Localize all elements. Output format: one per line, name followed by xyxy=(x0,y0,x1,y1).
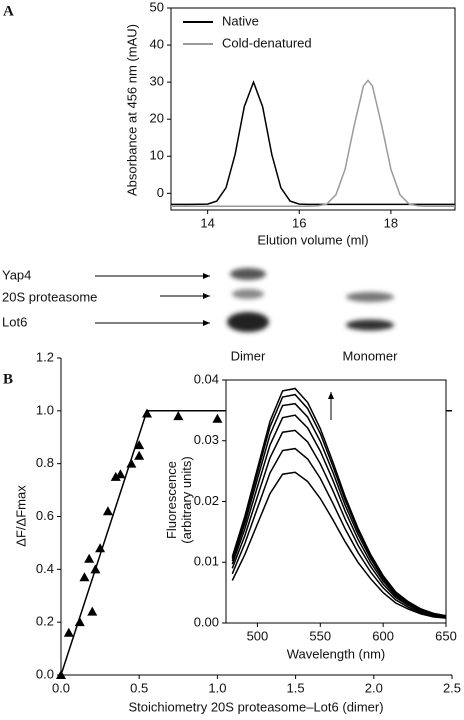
x-axis-title: Elution volume (ml) xyxy=(257,232,368,247)
x-axis-title: Wavelength (nm) xyxy=(287,646,386,661)
plot-background xyxy=(226,380,446,623)
y-axis-title: ΔF/ΔFmax xyxy=(13,485,28,547)
data-point xyxy=(63,627,74,637)
legend-label: Cold-denatured xyxy=(222,35,312,50)
data-point xyxy=(79,572,90,582)
line-series xyxy=(231,447,447,619)
x-tick-label: 1.0 xyxy=(208,680,226,695)
y-axis-title: (arbitrary units) xyxy=(179,456,194,543)
x-tick-label: 2.5 xyxy=(443,680,461,695)
band-label: Lot6 xyxy=(2,314,27,329)
x-tick-label: 650 xyxy=(435,628,457,643)
lane-label: Monomer xyxy=(343,348,399,363)
data-point xyxy=(87,606,98,616)
line-series xyxy=(231,429,447,618)
legend-label: Native xyxy=(222,13,259,28)
data-point xyxy=(173,411,184,421)
y-tick-label: 30 xyxy=(150,74,164,89)
line-series xyxy=(171,79,455,208)
x-tick-label: 14 xyxy=(200,215,214,230)
x-tick-label: 550 xyxy=(309,628,331,643)
x-tick-label: 18 xyxy=(384,215,398,230)
line-series xyxy=(231,414,447,618)
y-tick-label: 1.0 xyxy=(36,402,54,417)
y-tick-label: 0.03 xyxy=(194,432,219,447)
gel xyxy=(214,256,424,346)
y-tick-label: 0.01 xyxy=(194,554,219,569)
y-tick-label: 1.2 xyxy=(36,349,54,364)
panel-label: B xyxy=(3,371,13,387)
y-tick-label: 40 xyxy=(150,37,164,52)
y-tick-label: 50 xyxy=(150,0,164,14)
chart: 0.00 0.01 0.02 0.03 0.04 500 550 600 650 Waveleng… xyxy=(164,371,457,661)
y-tick-label: 0.04 xyxy=(194,371,219,386)
x-tick-label: 16 xyxy=(292,215,306,230)
y-tick-label: 0.02 xyxy=(194,493,219,508)
band-label: 20S proteasome xyxy=(2,289,97,304)
chart: 0 10 20 30 40 50 14 16 18 Elution volume (ml) Abso… xyxy=(124,0,456,247)
x-axis-title: Stoichiometry 20S proteasome–Lot6 (dimer… xyxy=(128,699,383,714)
y-tick-label: 0.8 xyxy=(36,455,54,470)
band-label: Yap4 xyxy=(2,267,31,282)
plot-frame xyxy=(170,7,456,211)
x-tick-label: 0.5 xyxy=(130,680,148,695)
y-tick-label: 20 xyxy=(150,111,164,126)
x-tick-label: 500 xyxy=(247,628,269,643)
x-tick-label: 1.5 xyxy=(287,680,305,695)
data-point xyxy=(115,469,126,479)
line-series xyxy=(171,79,455,206)
data-point xyxy=(95,543,106,553)
y-tick-label: 0 xyxy=(157,185,164,200)
y-tick-label: 0.6 xyxy=(36,508,54,523)
y-tick-label: 10 xyxy=(150,148,164,163)
panel-label: A xyxy=(3,3,14,19)
data-point xyxy=(84,553,95,563)
y-axis-title: Fluorescence xyxy=(164,461,179,539)
data-point xyxy=(212,413,223,423)
data-point xyxy=(110,471,121,481)
x-tick-label: 600 xyxy=(372,628,394,643)
data-point xyxy=(134,440,145,450)
y-tick-label: 0.0 xyxy=(36,666,54,681)
x-tick-label: 0.0 xyxy=(52,680,70,695)
line-series xyxy=(231,387,447,617)
y-tick-label: 0.2 xyxy=(36,614,54,629)
lane-label: Dimer xyxy=(231,348,266,363)
x-tick-label: 2.0 xyxy=(365,680,383,695)
y-axis-title: Absorbance at 456 nm (mAU) xyxy=(124,24,139,196)
y-tick-label: 0.4 xyxy=(36,561,54,576)
data-point xyxy=(134,450,145,460)
y-tick-label: 0.00 xyxy=(194,614,219,629)
data-point xyxy=(102,506,113,516)
line-series xyxy=(231,471,447,619)
